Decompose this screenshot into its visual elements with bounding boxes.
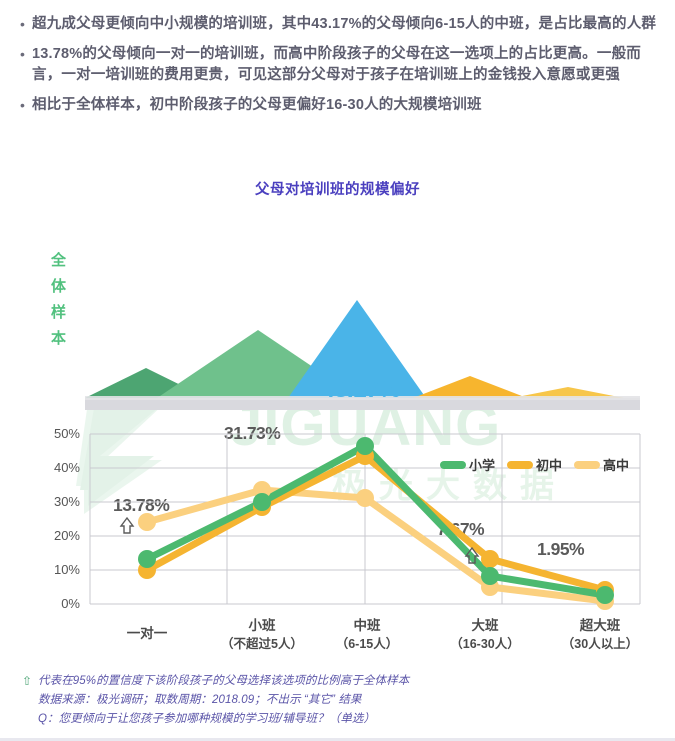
triangle-chaodaban: [512, 387, 624, 398]
y-tick-30: 30%: [54, 494, 80, 509]
footnote-question: Q：您更倾向于让您孩子参加哪种规模的学习班/辅导班？（单选）: [22, 710, 675, 729]
bullet-icon: •: [20, 97, 25, 113]
x-axis-labels: 一对一 小班 （不超过5人） 中班 （6-15人） 大班 （16-30人） 超大…: [0, 618, 675, 666]
legend-label: 初中: [535, 458, 562, 473]
x-tick-label-zhongban: 中班: [353, 618, 381, 633]
value-label-chaodaban: 1.95%: [537, 539, 585, 559]
series-markers-xiaoxue: [138, 437, 614, 604]
x-tick-sub-daban: （16-30人）: [450, 637, 520, 651]
footnote-significance: ⇧ 代表在95%的置信度下该阶段孩子的父母选择该选项的比例高于全体样本: [22, 672, 675, 691]
x-tick-label-chaodaban: 超大班: [579, 618, 621, 633]
value-label-xiaoban: 31.73%: [224, 423, 281, 443]
y-tick-50: 50%: [54, 426, 80, 441]
list-item: • 超九成父母更倾向中小规模的培训班，其中43.17%的父母倾向6-15人的中班…: [18, 14, 657, 35]
list-item: • 相比于全体样本，初中阶段孩子的父母更偏好16-30人的大规模培训班: [18, 95, 657, 116]
legend-swatch-icon: [506, 460, 533, 469]
x-tick-label-daban: 大班: [471, 618, 499, 633]
chart-container: 父母对培训班的规模偏好 JIGUANG 极光大数据 全体样本 13.78% 31…: [0, 170, 675, 675]
triangle-zhongban: [288, 300, 426, 398]
footnotes: ⇧ 代表在95%的置信度下该阶段孩子的父母选择该选项的比例高于全体样本 数据来源…: [0, 672, 675, 729]
overall-sample-triangles: [85, 300, 640, 410]
bullet-icon: •: [20, 16, 25, 32]
chart-title: 父母对培训班的规模偏好: [255, 182, 420, 198]
summary-bullets: • 超九成父母更倾向中小规模的培训班，其中43.17%的父母倾向6-15人的中班…: [0, 0, 675, 125]
triangle-daban: [413, 376, 527, 398]
significance-arrow-icon: [119, 516, 480, 564]
significance-arrow-icon: ⇧: [22, 674, 33, 688]
bullet-text: 超九成父母更倾向中小规模的培训班，其中43.17%的父母倾向6-15人的中班，是…: [32, 16, 657, 32]
y-tick-10: 10%: [54, 562, 80, 577]
x-tick-label-xiaoban: 小班: [248, 618, 276, 633]
x-tick-sub-zhongban: （6-15人）: [335, 637, 399, 651]
legend-swatch-icon: [573, 460, 600, 469]
x-tick-sub-chaodaban: （30人以上）: [561, 637, 639, 651]
list-item: • 13.78%的父母倾向一对一的培训班，而高中阶段孩子的父母在这一选项上的占比…: [18, 44, 657, 86]
x-tick-sub-xiaoban: （不超过5人）: [221, 637, 303, 651]
y-tick-40: 40%: [54, 460, 80, 475]
value-label-yiduiyi: 13.78%: [113, 495, 170, 515]
legend-swatch-icon: [439, 460, 466, 469]
legend-label: 小学: [468, 458, 495, 473]
chart-legend: 小学 初中 高中: [439, 455, 637, 474]
value-label-zhongban: 43.17%: [321, 375, 401, 403]
footnote-text: 代表在95%的置信度下该阶段孩子的父母选择该选项的比例高于全体样本: [38, 675, 410, 687]
bottom-divider: [0, 738, 675, 741]
overall-sample-label: 全体样本: [50, 252, 67, 347]
line-chart: 50% 40% 30% 20% 10% 0%: [54, 426, 641, 611]
legend-label: 高中: [602, 458, 629, 473]
y-tick-0: 0%: [61, 596, 80, 611]
bullet-icon: •: [20, 46, 25, 62]
y-tick-20: 20%: [54, 528, 80, 543]
legend-item-gaozhong[interactable]: 高中: [573, 455, 629, 474]
legend-item-xiaoxue[interactable]: 小学: [439, 455, 495, 474]
footnote-text: Q：您更倾向于让您孩子参加哪种规模的学习班/辅导班？（单选）: [38, 713, 376, 725]
legend-item-chuzhong[interactable]: 初中: [506, 455, 562, 474]
footnote-source: 数据来源：极光调研；取数周期：2018.09；不出示 “其它” 结果: [22, 691, 675, 710]
x-tick-label-yiduiyi: 一对一: [126, 626, 168, 641]
footnote-text: 数据来源：极光调研；取数周期：2018.09；不出示 “其它” 结果: [38, 694, 362, 706]
bullet-text: 13.78%的父母倾向一对一的培训班，而高中阶段孩子的父母在这一选项上的占比更高…: [32, 46, 641, 83]
bullet-text: 相比于全体样本，初中阶段孩子的父母更偏好16-30人的大规模培训班: [32, 97, 482, 113]
